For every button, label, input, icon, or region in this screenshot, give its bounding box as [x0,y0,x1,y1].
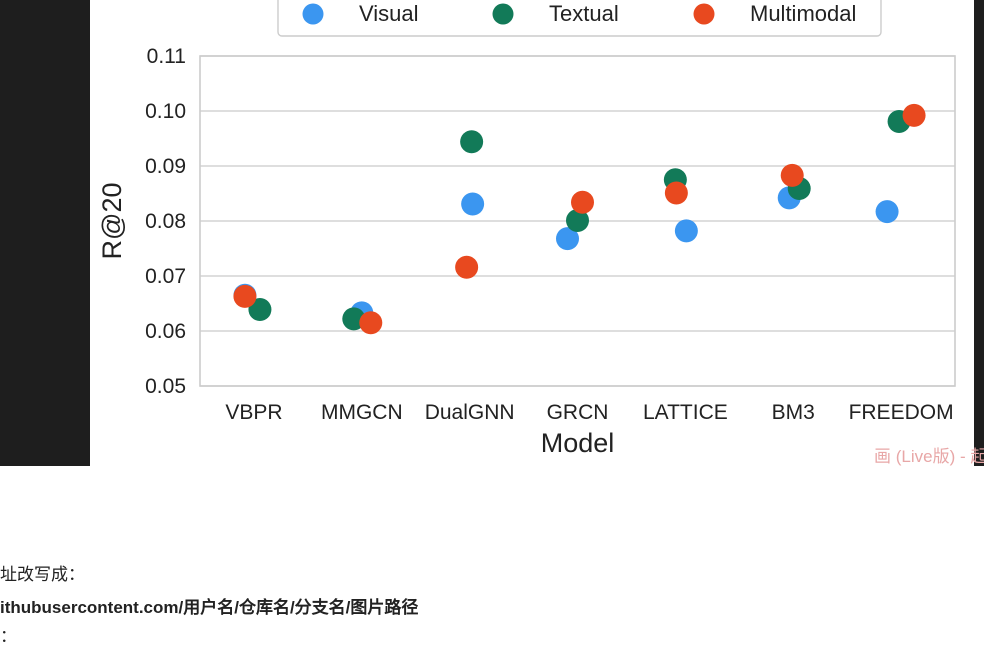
point-visual [556,227,579,251]
doc-text-line-2: ithubusercontent.com/用户名/仓库名/分支名/图片路径 [0,598,419,617]
x-tick-label: GRCN [547,401,609,424]
x-tick-label: BM3 [772,401,815,424]
point-multimodal [455,255,479,279]
x-tick-label: DualGNN [425,401,515,424]
x-tick-label: LATTICE [643,401,728,424]
point-multimodal [664,181,688,205]
point-multimodal [359,311,383,335]
legend-marker-multimodal [693,3,715,25]
y-tick-label: 0.06 [145,320,186,343]
point-visual [674,219,698,243]
plot-frame [199,55,956,387]
y-axis-label: R@20 [97,183,127,260]
point-multimodal [902,103,926,127]
y-tick-label: 0.11 [147,45,186,68]
chart-figure: 0.05 0.06 0.07 0.08 0.09 0.10 0.11 VBPR MMGCN Dua… [90,0,974,466]
y-tick-label: 0.09 [145,155,186,178]
point-textual [566,208,589,232]
point-textual [460,130,484,154]
point-textual [248,298,272,322]
point-multimodal [571,190,594,214]
chart-svg: 0.05 0.06 0.07 0.08 0.09 0.10 0.11 VBPR MMGCN Dua… [97,0,956,458]
dark-side-panel-right [974,0,984,466]
point-multimodal [233,284,257,308]
point-visual [875,200,899,224]
legend-label: Visual [359,1,419,26]
dark-side-panel-left [0,0,90,466]
y-tick-label: 0.07 [145,265,186,288]
doc-text-line-1: 址改写成： [0,565,85,584]
point-multimodal [780,163,804,187]
y-tick-label: 0.10 [145,100,186,123]
x-axis-label: Model [541,428,615,458]
watermark-text: 画 (Live版) - 起 [874,447,984,466]
doc-text-line-3: ： [0,627,17,646]
point-visual [461,192,485,216]
y-tick-label: 0.08 [145,210,186,233]
x-tick-label: MMGCN [321,401,403,424]
legend-marker-visual [302,3,324,25]
legend-marker-textual [492,3,514,25]
legend-label: Textual [549,1,619,26]
legend-box [277,0,882,37]
y-tick-label: 0.05 [145,375,186,398]
x-tick-label: FREEDOM [849,401,954,424]
x-tick-label: VBPR [225,401,282,424]
legend-label: Multimodal [750,1,856,26]
